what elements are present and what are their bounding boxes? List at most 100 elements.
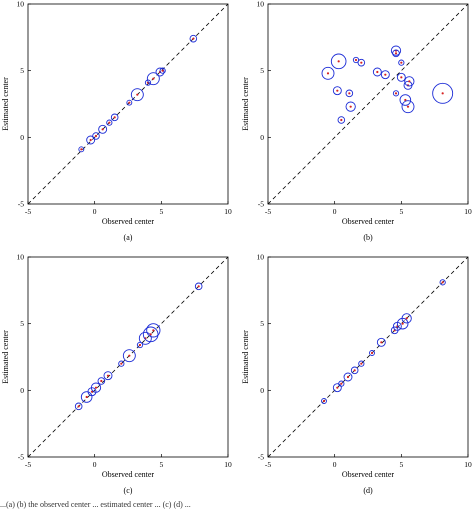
data-circle (87, 387, 97, 397)
data-circle (396, 72, 406, 82)
y-tick-label: 10 (17, 0, 25, 9)
center-marker (370, 351, 374, 355)
data-circle (345, 101, 356, 112)
plot-frame (267, 3, 469, 205)
x-axis-label: Observed center (342, 470, 395, 479)
x-tick-label: 10 (464, 460, 472, 469)
x-tick-label: 0 (333, 460, 337, 469)
data-circle (392, 49, 400, 58)
plot-frame (27, 3, 229, 205)
center-marker (400, 61, 403, 64)
center-marker (138, 343, 142, 347)
data-circle (97, 377, 106, 385)
data-circle (396, 317, 409, 330)
y-tick-label: -5 (258, 453, 264, 462)
data-circle (155, 67, 165, 77)
data-circle (376, 337, 386, 347)
chart-panel: -5 0 5 10 -5 0 5 10 Observed center Estimated cen… (241, 253, 472, 496)
reference-line (27, 3, 229, 205)
center-marker (346, 375, 350, 379)
data-circle (343, 372, 353, 382)
data-circle (138, 331, 152, 345)
data-circle (74, 402, 83, 411)
y-tick-label: -5 (18, 453, 24, 462)
data-circle (118, 360, 125, 367)
center-marker (120, 362, 123, 365)
data-circle (80, 391, 93, 403)
data-circle (432, 82, 454, 104)
x-tick-label: 10 (224, 460, 232, 469)
center-marker (152, 77, 155, 80)
data-circle (439, 279, 446, 286)
plot-frame (27, 256, 229, 458)
center-marker (384, 73, 387, 76)
y-tick-label: 5 (260, 319, 264, 328)
center-marker (85, 395, 88, 399)
x-axis-label: Observed center (342, 217, 395, 226)
x-tick-label: -5 (265, 460, 271, 469)
data-circle (98, 124, 108, 134)
center-marker (89, 138, 92, 142)
figure-caption: ...(a) (b) the observed center ... estim… (0, 500, 191, 509)
data-circle (103, 371, 113, 381)
y-tick-label: 10 (17, 253, 25, 262)
center-marker (149, 333, 152, 336)
center-marker (404, 98, 407, 102)
center-marker (441, 281, 444, 284)
center-marker (340, 118, 343, 122)
x-tick-label: 0 (93, 460, 97, 469)
data-circle (321, 398, 327, 404)
data-circle (401, 100, 415, 114)
center-marker (394, 52, 398, 55)
x-tick-label: 10 (224, 207, 232, 216)
data-circle (122, 349, 136, 363)
x-tick-label: 5 (399, 207, 403, 216)
y-tick-label: 0 (260, 133, 264, 142)
center-marker (197, 285, 200, 288)
center-marker (94, 386, 98, 389)
center-marker (401, 322, 404, 325)
data-circle (345, 89, 354, 98)
y-axis-label: Estimated center (1, 330, 10, 384)
x-tick-label: -5 (25, 460, 31, 469)
data-circle (146, 323, 161, 338)
data-circle (159, 67, 166, 74)
data-circle (130, 88, 144, 102)
y-tick-label: 5 (20, 66, 24, 75)
data-circle (110, 113, 119, 122)
center-marker (322, 399, 326, 403)
data-circle (332, 383, 342, 393)
center-marker (161, 69, 164, 72)
x-tick-label: -5 (265, 207, 271, 216)
data-circle (136, 341, 144, 349)
y-axis-label: Estimated center (241, 330, 250, 384)
reference-line (267, 256, 469, 458)
data-circle (194, 282, 203, 291)
center-marker (336, 386, 339, 389)
data-circle (399, 94, 412, 106)
center-marker (128, 101, 131, 104)
data-circle (332, 86, 342, 96)
data-circle (404, 76, 415, 87)
data-circle (350, 366, 359, 375)
y-tick-label: -5 (258, 200, 264, 209)
center-marker (340, 382, 343, 385)
data-circle (369, 350, 375, 356)
x-tick-label: 0 (93, 207, 97, 216)
chart-panel: -5 0 5 10 -5 0 5 10 Observed center Estimated cen… (241, 0, 472, 242)
center-marker (94, 134, 98, 138)
center-marker (192, 37, 195, 40)
center-marker (108, 121, 111, 124)
chart-panel: -5 0 5 10 -5 0 5 10 Observed center Estimated cen… (1, 253, 232, 496)
center-marker (349, 105, 352, 108)
data-circle (142, 326, 159, 343)
center-marker (441, 92, 444, 95)
panel-label: (d) (363, 486, 373, 495)
data-circle (78, 146, 85, 153)
x-tick-label: 5 (399, 460, 403, 469)
data-circle (189, 34, 198, 43)
data-circle (398, 59, 405, 66)
x-axis-label: Observed center (102, 470, 155, 479)
y-tick-label: 10 (257, 0, 265, 9)
